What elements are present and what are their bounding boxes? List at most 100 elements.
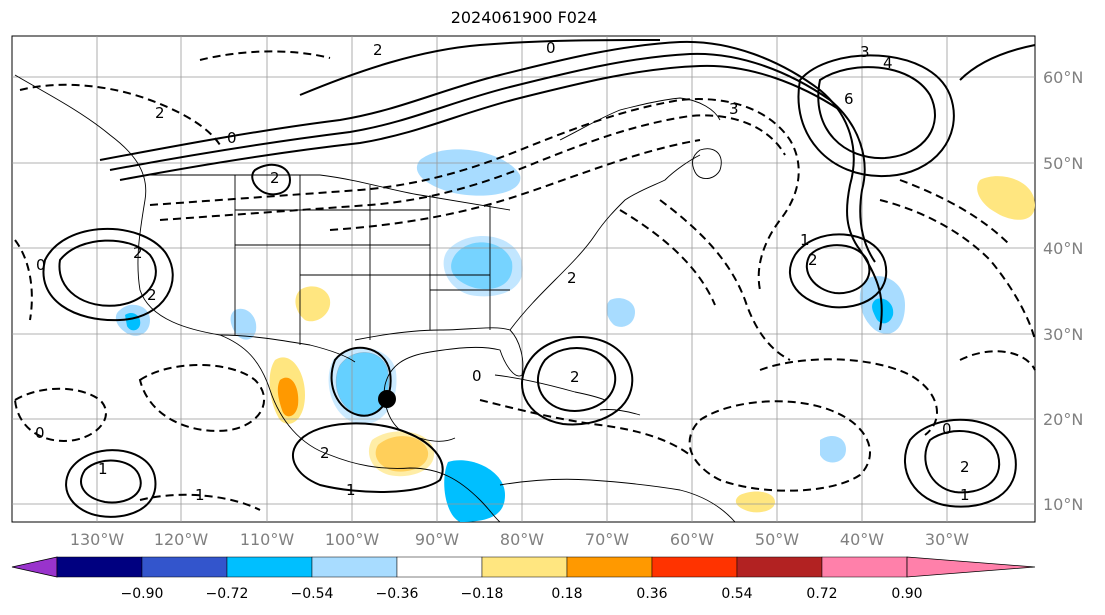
lat-label: 30°N <box>1043 325 1083 344</box>
lon-label: 60°W <box>670 530 714 549</box>
contour-label: 1 <box>346 481 356 499</box>
colorbar-tick-label: 0.36 <box>636 586 667 602</box>
high-pacific-south <box>80 459 142 504</box>
contour-label: 3 <box>860 43 870 61</box>
colorbar-bin <box>651 556 738 578</box>
colorbar-tick-label: −0.36 <box>376 586 419 602</box>
lon-label: 110°W <box>240 530 295 549</box>
solid-contours <box>42 39 1036 518</box>
high-central-us-outer <box>42 227 174 322</box>
colorbar-bin <box>56 556 143 578</box>
contour-label: 1 <box>960 486 970 504</box>
border-us-canada <box>145 174 511 211</box>
lon-label: 100°W <box>325 530 380 549</box>
colorbar-tick-label: −0.72 <box>206 586 249 602</box>
trough-east-1 <box>149 98 800 291</box>
colorbar-bin <box>821 556 908 578</box>
coast-east <box>509 154 701 331</box>
colorbar-tick-label: −0.90 <box>121 586 164 602</box>
trough-atlantic-2 <box>619 209 716 306</box>
shade-lightblue-lakes <box>416 149 521 196</box>
low-southatl <box>688 400 871 492</box>
border-us-mexico <box>219 334 356 363</box>
colorbar-extend-left <box>11 556 58 578</box>
trough-atlantic <box>659 199 791 361</box>
coast-hispaniola <box>599 409 641 416</box>
lat-label: 20°N <box>1043 410 1083 429</box>
contour-labels: 2 0 3 4 6 2 0 2 2 0 2 1 2 0 1 2 1 0 2 1 … <box>35 39 970 504</box>
low-pacific-west-2 <box>138 364 266 432</box>
high-central-us <box>58 239 157 307</box>
colorbar-bin <box>141 556 228 578</box>
latitude-labels: 60°N 50°N 40°N 30°N 20°N 10°N <box>1043 68 1083 514</box>
high-atlantic-east <box>817 66 936 160</box>
high-bermuda <box>536 347 617 412</box>
jet-contour-1 <box>99 40 883 331</box>
contour-label: 1 <box>800 231 810 249</box>
contour-label: 0 <box>227 129 237 147</box>
lon-label: 70°W <box>585 530 629 549</box>
lat-label: 10°N <box>1043 495 1083 514</box>
colorbar-bin <box>481 556 568 578</box>
lat-label: 50°N <box>1043 154 1083 173</box>
contour-label: 2 <box>147 286 157 304</box>
high-southeast-atl <box>924 430 1001 494</box>
coast-newfoundland <box>692 148 722 179</box>
coast-cuba <box>494 374 606 401</box>
colorbar-tick-label: 0.18 <box>551 586 582 602</box>
longitude-labels: 130°W 120°W 110°W 100°W 90°W 80°W 70°W 6… <box>70 530 969 549</box>
shade-lightblue-florida <box>606 298 635 327</box>
colorbar: −0.90 −0.72 −0.54 −0.36 −0.18 0.18 0.36 … <box>11 556 1036 602</box>
colorbar-tick-label: 0.90 <box>891 586 922 602</box>
lon-label: 80°W <box>500 530 544 549</box>
colorbar-tick-label: −0.18 <box>461 586 504 602</box>
colorbar-tick-label: 0.72 <box>806 586 837 602</box>
high-gulf-low-ring <box>291 422 444 493</box>
contour-label: 0 <box>942 420 952 438</box>
shade-lightblue-baja <box>230 308 257 340</box>
contour-label: 6 <box>844 90 854 108</box>
shaded-anomalies <box>115 149 1035 522</box>
colorbar-extend-right <box>906 556 1036 578</box>
high-midatlantic <box>805 244 871 295</box>
lon-label: 40°W <box>840 530 884 549</box>
lon-label: 90°W <box>415 530 459 549</box>
lat-label: 60°N <box>1043 68 1083 87</box>
contour-label: 0 <box>546 39 556 57</box>
lon-label: 120°W <box>154 530 209 549</box>
contour-label: 3 <box>729 100 739 118</box>
lon-label: 130°W <box>70 530 125 549</box>
contour-label: 2 <box>373 41 383 59</box>
low-eastatl-south <box>959 350 1036 371</box>
contour-label: 0 <box>35 424 45 442</box>
coast-gulf <box>354 327 524 442</box>
shade-blue-centralam <box>444 460 505 522</box>
high-pacific-south-outer <box>65 449 157 518</box>
coast-southamerica <box>499 478 736 523</box>
shade-lightblue-gulf <box>328 347 397 425</box>
contour-label: 0 <box>36 256 46 274</box>
jet-contour-4 <box>299 39 661 96</box>
contour-label: 2 <box>320 444 330 462</box>
coast-canada-east <box>559 97 721 141</box>
lon-label: 30°W <box>925 530 969 549</box>
shade-lightblue-southatl <box>820 435 846 463</box>
shade-lightblue-ohio <box>443 236 523 297</box>
map-title: 2024061900 F024 <box>450 8 598 27</box>
shade-yellow-yucatan <box>368 431 435 477</box>
contour-label: 1 <box>98 460 108 478</box>
colorbar-tick-label: −0.54 <box>291 586 334 602</box>
contour-label: 2 <box>808 251 818 269</box>
pacific-trough <box>14 239 33 321</box>
contour-label: 2 <box>570 368 580 386</box>
colorbar-tick-label: 0.54 <box>721 586 752 602</box>
contour-label: 2 <box>567 269 577 287</box>
low-canada <box>199 50 331 61</box>
atlantic-ridge <box>959 44 1036 81</box>
colorbar-bin <box>736 556 823 578</box>
lat-label: 40°N <box>1043 239 1083 258</box>
low-midatlantic-2 <box>899 179 1011 246</box>
storm-center-marker <box>378 390 396 408</box>
low-alaska <box>19 83 221 146</box>
